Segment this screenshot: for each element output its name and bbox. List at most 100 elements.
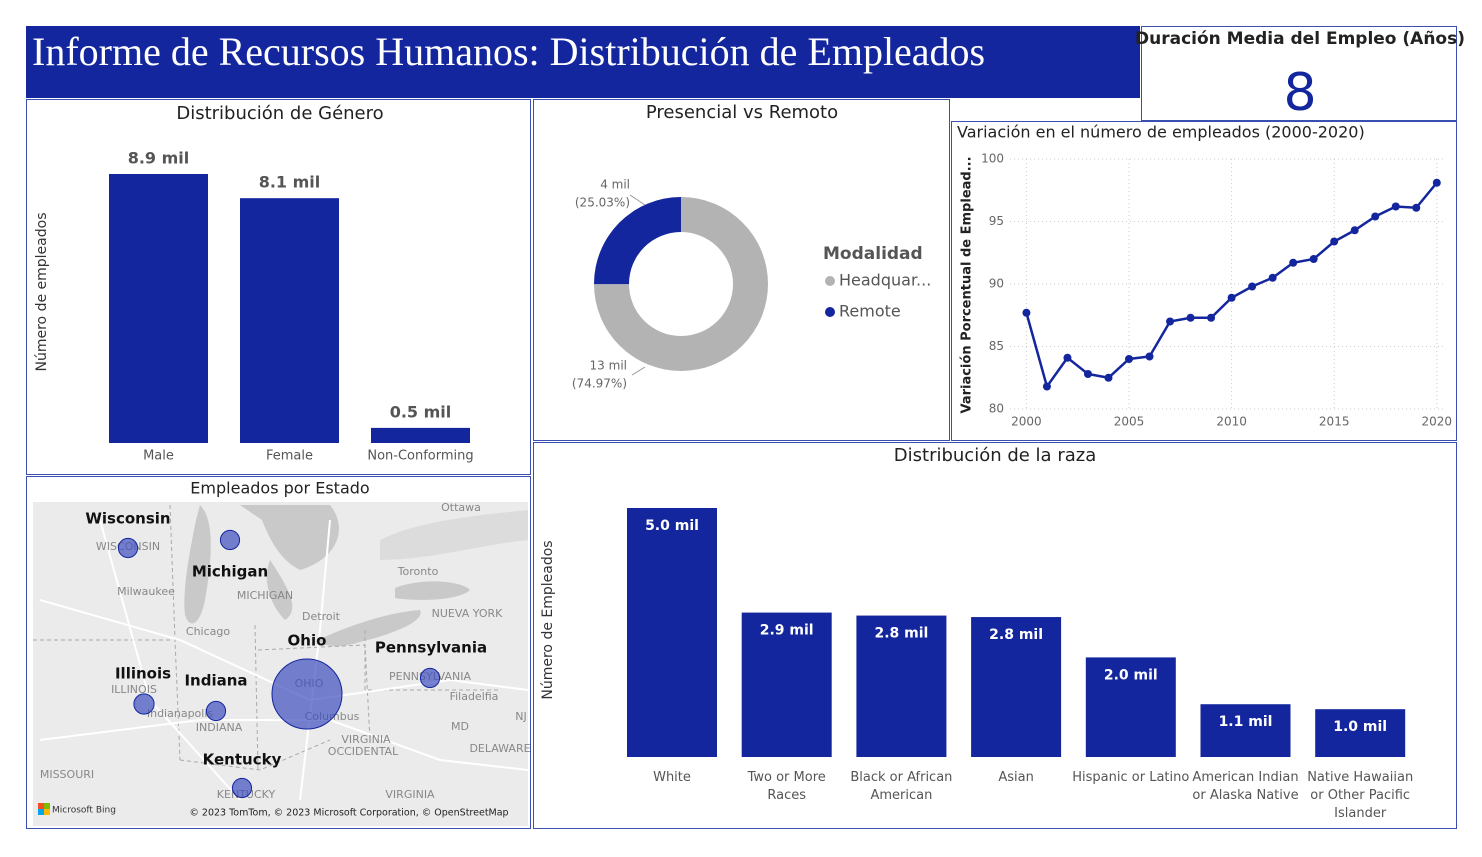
place-label: VIRGINIA (385, 788, 435, 801)
donut-slice (594, 197, 769, 371)
place-label: Toronto (397, 565, 439, 578)
place-label: VIRGINIA (341, 733, 391, 746)
bubble (231, 777, 253, 799)
legend-label: Remote (839, 302, 901, 321)
page-title: Informe de Recursos Humanos: Distribució… (32, 29, 985, 74)
data-label: 2.9 mil (760, 623, 814, 639)
chart-title: Variación en el número de empleados (200… (957, 123, 1365, 142)
map-credits: © 2023 TomTom, © 2023 Microsoft Corporat… (189, 808, 508, 819)
point (1371, 212, 1380, 221)
point (1227, 293, 1236, 302)
x-tick-label-box: White (653, 770, 691, 785)
bubble (205, 700, 227, 722)
bar (856, 615, 947, 757)
legend-marker (825, 307, 835, 317)
y-tick-label: 100 (981, 152, 1004, 166)
bar (971, 617, 1062, 757)
place-label: MD (451, 720, 469, 733)
x-tick-label: 2005 (1114, 415, 1145, 429)
place-label: Filadelfia (450, 690, 499, 703)
data-label: 1.1 mil (1219, 714, 1273, 730)
point (1186, 313, 1195, 322)
chart-title: Presencial vs Remoto (646, 102, 838, 123)
data-label: 5.0 mil (645, 518, 699, 534)
point (1022, 308, 1031, 317)
state-label: Pennsylvania (375, 639, 487, 657)
x-tick-label-box: Hispanic or Latino (1072, 770, 1190, 785)
data-label: 0.5 mil (390, 402, 452, 421)
x-tick-label-box: American Indian or Alaska Native (1192, 770, 1299, 803)
x-tick-label: Asian (998, 770, 1034, 785)
place-label: DELAWARE (469, 742, 530, 755)
place-label: Chicago (186, 625, 230, 638)
bubble (219, 529, 241, 551)
x-tick-label-box: Black or African American (850, 770, 952, 803)
data-label: 1.0 mil (1333, 719, 1387, 735)
bubble (133, 693, 155, 715)
point (1391, 202, 1400, 211)
state-label: Wisconsin (85, 510, 170, 528)
x-tick-label: White (653, 770, 691, 785)
place-label: Indianapolis (147, 707, 214, 720)
point (1145, 352, 1154, 361)
place-label: ILLINOIS (111, 683, 157, 696)
state-label: Indiana (184, 672, 247, 690)
bar (1315, 709, 1406, 757)
bar (109, 174, 208, 443)
kpi-title: Duración Media del Empleo (Años) (1135, 29, 1465, 49)
y-tick-label: 85 (989, 339, 1004, 353)
y-axis-label: Variación Porcentual de Emplead... (960, 156, 975, 413)
point (1309, 255, 1318, 263)
x-tick-label: Male (143, 449, 174, 464)
point (1248, 282, 1257, 291)
point (1330, 237, 1339, 246)
count-label: 13 mil (590, 359, 627, 373)
bar (1085, 657, 1176, 757)
x-tick-label: Hispanic or Latino (1072, 770, 1190, 785)
point (1432, 178, 1441, 187)
place-label: Milwaukee (117, 585, 175, 598)
kpi-card (1141, 26, 1457, 121)
point (1125, 355, 1134, 363)
bar (741, 612, 832, 757)
x-tick-label-box: Two or More Races (748, 770, 826, 803)
bar (371, 427, 470, 443)
state-label: Illinois (115, 665, 171, 683)
x-tick-label-box: Native Hawaiian or Other Pacific Islande… (1307, 770, 1414, 821)
place-label: MISSOURI (40, 768, 94, 781)
x-tick-label: 2000 (1011, 415, 1042, 429)
place-label: NUEVA YORK (432, 607, 503, 620)
chart-title: Distribución de Género (176, 103, 383, 124)
x-tick-label-box: Asian (998, 770, 1034, 785)
x-tick-label: 2010 (1216, 415, 1247, 429)
point (1063, 353, 1072, 362)
point (1412, 203, 1421, 212)
chart-title: Distribución de la raza (894, 445, 1096, 466)
x-tick-label: American Indian or Alaska Native (1192, 770, 1299, 803)
bar (627, 508, 717, 757)
x-tick-label: Non-Conforming (367, 449, 473, 464)
place-label: INDIANA (196, 721, 243, 734)
data-label: 2.0 mil (1104, 667, 1158, 683)
bubble (419, 667, 441, 689)
place-label: Ottawa (441, 501, 481, 514)
data-label: (25.03%) (575, 196, 630, 210)
panel (951, 121, 1457, 441)
map-background (33, 502, 529, 826)
donut-slice (594, 196, 681, 285)
x-tick-label: Native Hawaiian or Other Pacific Islande… (1307, 770, 1414, 821)
state-label: Michigan (192, 563, 268, 581)
point (1042, 382, 1051, 391)
count-label: 4 mil (600, 178, 630, 192)
chart-title: Empleados por Estado (190, 479, 369, 498)
kpi-value: 8 (1283, 63, 1316, 123)
data-label: 2.8 mil (874, 626, 928, 642)
y-axis-label: Número de empleados (34, 213, 50, 372)
place-label: Detroit (302, 610, 341, 623)
leader-line (629, 194, 646, 206)
legend-label: Headquar... (839, 271, 931, 290)
map-brand: Microsoft Bing (52, 806, 116, 816)
y-axis-label: Número de Empleados (540, 540, 556, 699)
data-label: 8.1 mil (259, 173, 321, 192)
